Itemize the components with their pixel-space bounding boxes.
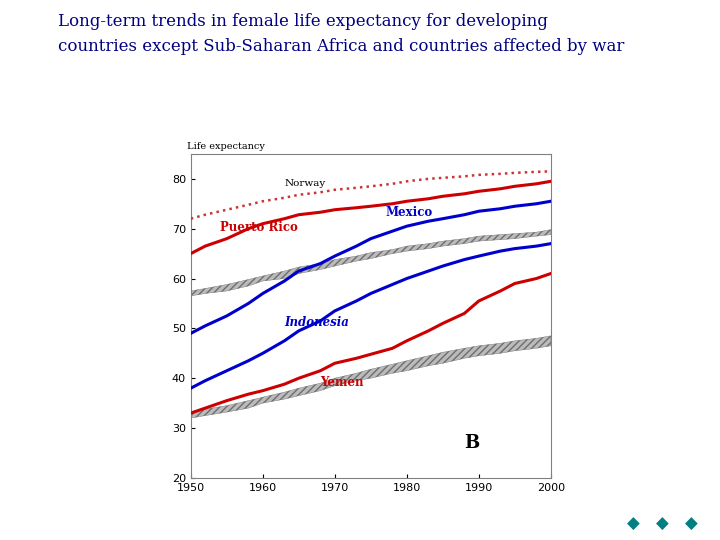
Text: Puerto Rico: Puerto Rico [220, 221, 297, 234]
Text: Long-term trends in female life expectancy for developing: Long-term trends in female life expectan… [58, 14, 547, 30]
Text: Yemen: Yemen [320, 376, 364, 389]
Text: Life expectancy: Life expectancy [187, 141, 265, 151]
Text: B: B [464, 434, 480, 452]
Text: Mexico: Mexico [385, 206, 433, 219]
Text: ◆: ◆ [685, 515, 698, 533]
Text: countries except Sub-Saharan Africa and countries affected by war: countries except Sub-Saharan Africa and … [58, 38, 624, 55]
Text: Norway: Norway [284, 179, 325, 188]
Text: ◆: ◆ [627, 515, 640, 533]
Text: Indonesia: Indonesia [284, 316, 349, 329]
Text: ◆: ◆ [656, 515, 669, 533]
